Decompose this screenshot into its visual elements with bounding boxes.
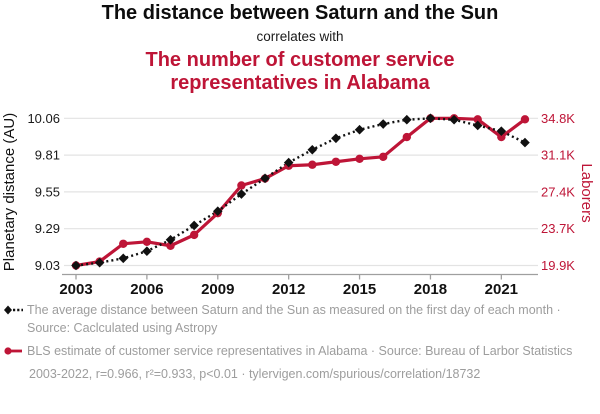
right-axis-tick-label: 31.1K [541, 148, 575, 163]
saturn-data-point [118, 253, 129, 264]
right-axis-tick-label: 27.4K [541, 184, 575, 199]
saturn-data-point [425, 113, 436, 124]
x-axis-tick-label: 2021 [485, 281, 518, 298]
left-axis-tick-label: 9.29 [35, 221, 60, 236]
x-axis-tick-label: 2015 [343, 281, 376, 298]
saturn-data-point [496, 126, 507, 136]
saturn-data-point [165, 234, 176, 245]
series-layer [71, 113, 530, 271]
right-axis-tick-label: 19.9K [541, 258, 575, 273]
laborers-data-point [308, 160, 317, 169]
legend-item-laborers: BLS estimate of customer service represe… [3, 342, 592, 360]
laborers-data-point [378, 152, 388, 162]
legend-label-saturn: The average distance between Saturn and … [27, 303, 561, 335]
x-axis-tick-label: 2018 [414, 281, 447, 298]
laborers-data-point [520, 115, 530, 124]
laborers-data-point [473, 115, 482, 124]
laborers-data-point [119, 239, 128, 248]
saturn-data-point [520, 137, 530, 148]
left-axis-tick-label: 9.55 [35, 184, 60, 199]
left-axis-tick-label: 9.81 [35, 148, 60, 163]
laborers-data-point [497, 132, 506, 142]
right-axis-tick-labels: 19.9K 23.7K 27.4K 31.1K 34.8K [541, 111, 575, 273]
left-axis-tick-label: 10.06 [27, 111, 60, 126]
saturn-data-point [212, 206, 223, 216]
saturn-data-point [260, 173, 270, 184]
saturn-data-point [378, 119, 388, 129]
correlates-with-label: correlates with [256, 29, 344, 44]
saturn-data-point [307, 144, 318, 155]
x-axis-tick-label: 2003 [59, 281, 92, 298]
secondary-title: The number of customer service represent… [145, 49, 455, 94]
right-axis-tick-label: 23.7K [541, 221, 575, 236]
x-axis-tick-label: 2009 [201, 281, 234, 298]
diamond-dotted-marker-icon [4, 305, 23, 315]
saturn-data-point [283, 157, 294, 168]
saturn-data-point [354, 124, 365, 135]
saturn-data-point [94, 257, 105, 268]
page-title: The distance between Saturn and the Sun [101, 2, 499, 24]
laborers-data-point [166, 241, 175, 250]
saturn-data-point [71, 260, 81, 271]
laborers-data-point [237, 181, 246, 190]
right-axis-title: Laborers [578, 163, 595, 222]
laborers-data-point [189, 230, 199, 240]
saturn-data-point [189, 220, 199, 231]
saturn-data-point [331, 133, 341, 144]
circle-solid-marker-icon [4, 347, 22, 355]
saturn-data-point [402, 114, 412, 125]
legend-item-saturn: The average distance between Saturn and … [3, 301, 592, 337]
legend-label-laborers: BLS estimate of customer service represe… [27, 344, 573, 358]
saturn-data-point [142, 246, 152, 257]
saturn-data-point [449, 114, 459, 125]
laborers-data-point [331, 157, 341, 166]
laborers-data-point [402, 132, 412, 142]
laborers-data-point [142, 237, 152, 246]
stats-footer: 2003-2022, r=0.966, r²=0.933, p<0.01 · t… [29, 367, 481, 381]
x-axis-tick-label: 2006 [130, 281, 163, 298]
left-axis-tick-label: 9.03 [35, 258, 60, 273]
left-axis-tick-labels: 9.03 9.29 9.55 9.81 10.06 [27, 111, 60, 273]
saturn-data-point [236, 189, 247, 199]
x-axis: 2003 2006 2009 2012 2015 2018 2021 [59, 273, 538, 298]
x-axis-tick-label: 2012 [272, 281, 305, 298]
saturn-data-point [472, 120, 483, 131]
left-axis-title: Planetary distance (AU) [1, 113, 18, 271]
laborers-data-point [355, 154, 364, 164]
legend: The average distance between Saturn and … [3, 301, 592, 383]
right-axis-tick-label: 34.8K [541, 111, 575, 126]
